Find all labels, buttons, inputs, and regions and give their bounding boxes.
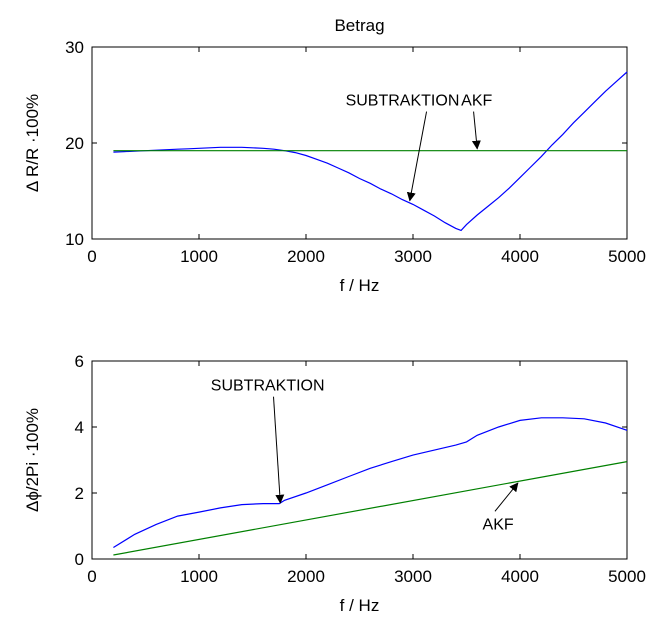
chart2-y-tick-label: 0	[75, 550, 84, 569]
chart2-axes-box	[91, 360, 628, 560]
chart1-annotation-label: AKF	[461, 93, 492, 110]
chart2-x-tick-label: 3000	[394, 567, 432, 586]
chart2-x-axis-label: f / Hz	[340, 596, 380, 615]
chart2-x-tick-label: 0	[87, 567, 96, 586]
chart1-x-tick-label: 4000	[501, 247, 539, 266]
chart2-annotation-arrow	[273, 396, 285, 504]
chart1-y-axis-label: Δ R/R ·100%	[23, 94, 42, 192]
chart2-x-tick-label: 4000	[501, 567, 539, 586]
chart2-y-axis-label: Δϕ/2Pi ·100%	[23, 408, 42, 512]
chart1-x-tick-label: 1000	[180, 247, 218, 266]
chart2-y-tick-label: 4	[75, 418, 84, 437]
chart2-y-tick-label: 2	[75, 484, 84, 503]
chart2-annotation-label: AKF	[483, 516, 514, 533]
chart1-annotation-arrow	[471, 111, 481, 150]
chart1-x-tick-label: 5000	[608, 247, 646, 266]
chart1-x-tick-label: 3000	[394, 247, 432, 266]
chart2-annotation-arrow	[494, 482, 519, 512]
chart1-series-subtraktion-line	[113, 71, 628, 232]
chart2-x-tick-label: 5000	[608, 567, 646, 586]
chart1-x-tick-label: 0	[87, 247, 96, 266]
chart2-annotation-label: SUBTRAKTION	[211, 378, 325, 395]
chart1-axes-box	[91, 46, 628, 240]
chart1-y-tick-label: 30	[65, 38, 84, 57]
chart1-y-tick-label: 20	[65, 134, 84, 153]
chart1-x-axis-label: f / Hz	[340, 276, 380, 295]
chart1-x-tick-label: 2000	[287, 247, 325, 266]
chart2-series-subtraktion-line	[113, 417, 628, 549]
chart1-annotation-label: SUBTRAKTION	[346, 93, 460, 110]
chart2-x-tick-label: 2000	[287, 567, 325, 586]
chart2-series-akf-line	[113, 461, 628, 556]
chart2-x-tick-label: 1000	[180, 567, 218, 586]
chart1-title: Betrag	[334, 16, 384, 35]
chart2-y-tick-label: 6	[75, 352, 84, 371]
chart1-annotation-arrow	[406, 111, 428, 202]
chart1-y-tick-label: 10	[65, 230, 84, 249]
